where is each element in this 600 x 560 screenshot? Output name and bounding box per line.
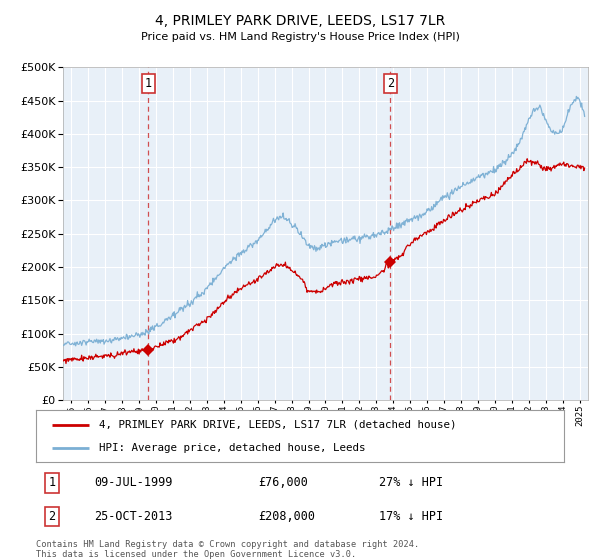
Text: £76,000: £76,000 bbox=[258, 477, 308, 489]
Text: 09-JUL-1999: 09-JUL-1999 bbox=[94, 477, 172, 489]
Text: Contains HM Land Registry data © Crown copyright and database right 2024.
This d: Contains HM Land Registry data © Crown c… bbox=[36, 540, 419, 559]
Text: 1: 1 bbox=[145, 77, 152, 90]
Text: 25-OCT-2013: 25-OCT-2013 bbox=[94, 510, 172, 523]
Text: HPI: Average price, detached house, Leeds: HPI: Average price, detached house, Leed… bbox=[100, 442, 366, 452]
Text: 4, PRIMLEY PARK DRIVE, LEEDS, LS17 7LR: 4, PRIMLEY PARK DRIVE, LEEDS, LS17 7LR bbox=[155, 14, 445, 28]
Text: Price paid vs. HM Land Registry's House Price Index (HPI): Price paid vs. HM Land Registry's House … bbox=[140, 32, 460, 42]
Text: £208,000: £208,000 bbox=[258, 510, 315, 523]
Text: 2: 2 bbox=[386, 77, 394, 90]
Text: 17% ↓ HPI: 17% ↓ HPI bbox=[379, 510, 443, 523]
Text: 4, PRIMLEY PARK DRIVE, LEEDS, LS17 7LR (detached house): 4, PRIMLEY PARK DRIVE, LEEDS, LS17 7LR (… bbox=[100, 420, 457, 430]
Text: 2: 2 bbox=[48, 510, 55, 523]
Text: 1: 1 bbox=[48, 477, 55, 489]
Text: 27% ↓ HPI: 27% ↓ HPI bbox=[379, 477, 443, 489]
